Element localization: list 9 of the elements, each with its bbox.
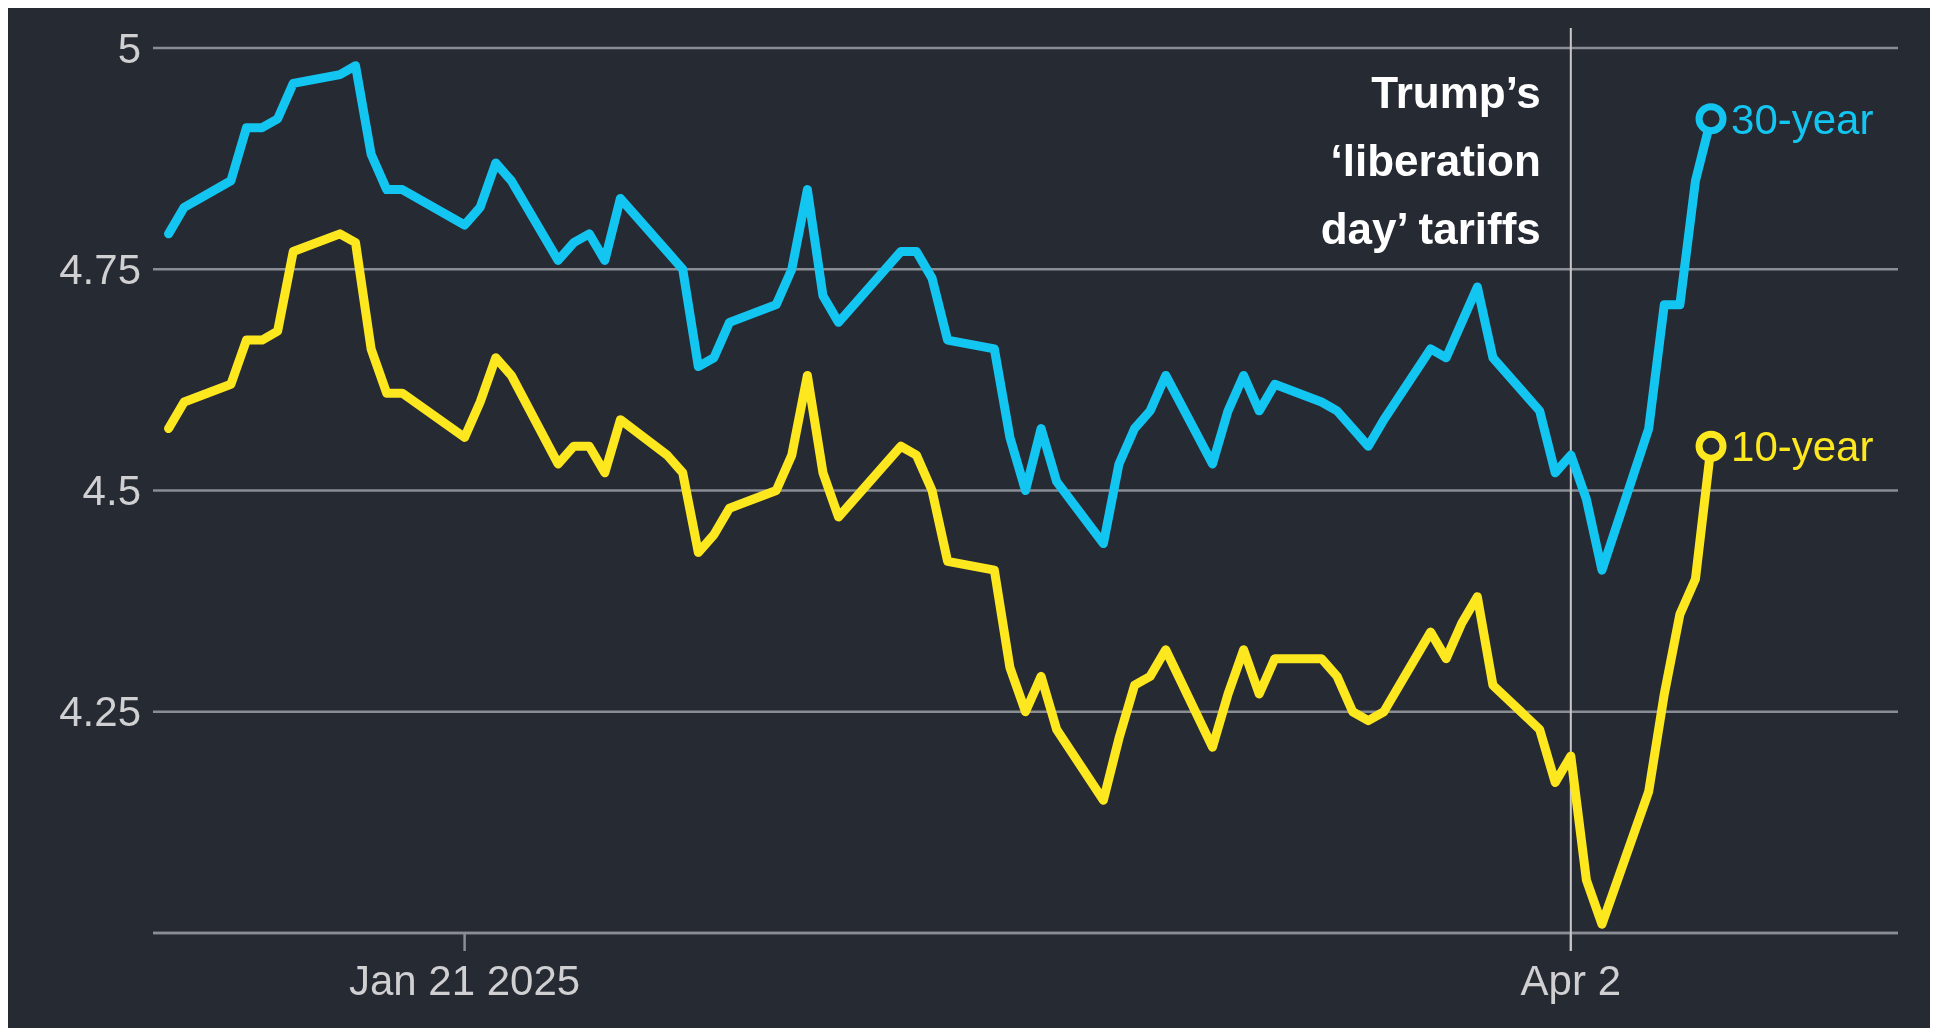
x-tick-label: Jan 21 2025 bbox=[349, 957, 581, 1004]
y-tick-label: 4.25 bbox=[59, 688, 141, 736]
series-label: 10-year bbox=[1731, 422, 1874, 470]
y-tick-label: 5 bbox=[117, 24, 141, 72]
y-tick-label: 4.75 bbox=[59, 245, 141, 293]
y-tick-label: 4.5 bbox=[82, 467, 141, 515]
ref-line-label: Trump’s ‘liberation day’ tariffs bbox=[1320, 68, 1541, 253]
x-tick-label: Apr 2 bbox=[1520, 957, 1622, 1004]
series-label: 30-year bbox=[1731, 95, 1874, 143]
